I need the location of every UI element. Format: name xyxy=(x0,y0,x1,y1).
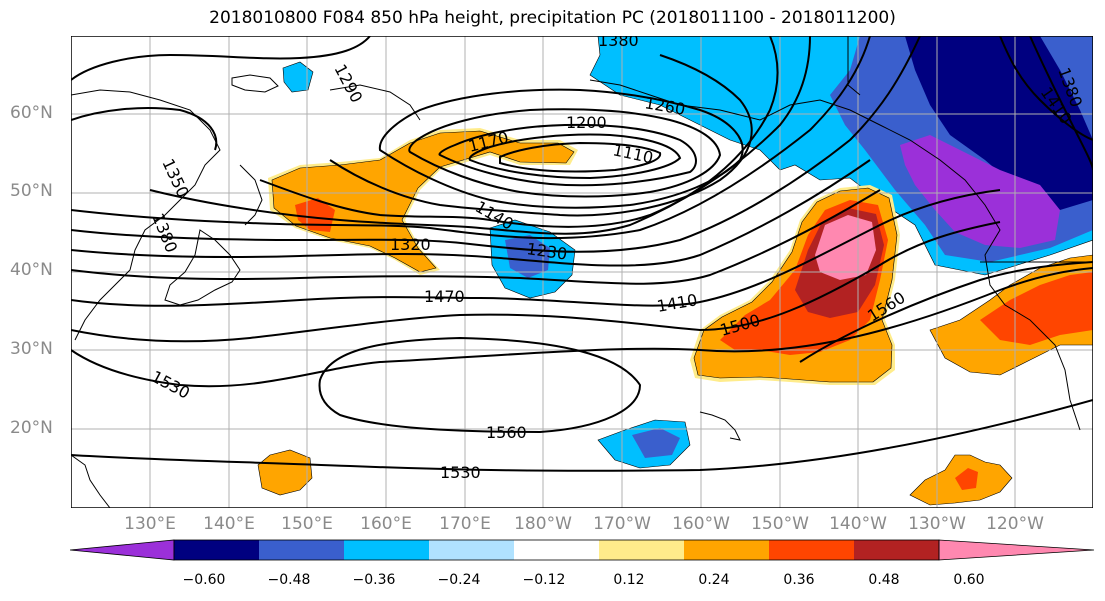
colorbar-swatch-blue xyxy=(259,540,344,560)
map-title: 2018010800 F084 850 hPa height, precipit… xyxy=(209,8,896,28)
coastlines xyxy=(71,36,1093,508)
colorbar-swatch-yellow xyxy=(599,540,684,560)
contour-1110 xyxy=(499,141,662,173)
lon-label-150e: 150°E xyxy=(281,514,333,534)
shade-orange-hawaii xyxy=(257,449,313,496)
contour-west-cell-2 xyxy=(71,107,218,151)
colorbar-swatch-navy xyxy=(174,540,259,560)
lon-label-120w: 120°W xyxy=(986,514,1044,534)
colorbar-swatch-lightblue xyxy=(429,540,514,560)
contour-1530-south xyxy=(71,399,1093,472)
contour-1170 xyxy=(438,123,697,187)
contour-1560-east xyxy=(799,261,1093,363)
colorbar-tick: −0.12 xyxy=(522,572,566,588)
lat-label-40n: 40°N xyxy=(10,260,53,280)
contour-1200 xyxy=(408,108,722,198)
contour-label: 1470 xyxy=(424,287,465,306)
lon-label-170e: 170°E xyxy=(439,514,491,534)
lon-label-130w: 130°W xyxy=(908,514,966,534)
colorbar-tick: 0.12 xyxy=(613,572,645,588)
contour-1470 xyxy=(71,189,1001,307)
shade-cyan-small-west xyxy=(282,61,314,93)
shade-orange-west xyxy=(271,130,575,273)
lon-label-130e: 130°E xyxy=(124,514,176,534)
contour-1290 xyxy=(259,36,779,228)
colorbar-swatch-white xyxy=(514,540,599,560)
map-panel: 1290 1380 1260 1410 1380 1350 1380 1170 … xyxy=(71,36,1093,508)
shade-red-west xyxy=(295,198,335,232)
colorbar-tick: −0.24 xyxy=(437,572,481,588)
lat-label-30n: 30°N xyxy=(10,339,53,359)
contour-1440 xyxy=(71,189,881,285)
shade-purple-coast xyxy=(900,135,1060,248)
contour-1410-ne xyxy=(999,36,1093,141)
colorbar xyxy=(70,539,1095,561)
colorbar-tick: 0.24 xyxy=(698,572,730,588)
contour-1380-ne xyxy=(1029,36,1093,171)
contour-1320 xyxy=(149,36,811,235)
contour-1530-mid xyxy=(71,267,1093,388)
contour-1140 xyxy=(468,133,682,180)
lon-label-180w: 180°W xyxy=(514,514,572,534)
colorbar-tick: −0.60 xyxy=(182,572,226,588)
lon-label-140w: 140°W xyxy=(829,514,887,534)
shade-navy-northeast xyxy=(905,36,1093,210)
colorbar-frame xyxy=(173,539,940,561)
colorbar-tick: 0.60 xyxy=(953,572,985,588)
lat-label-50n: 50°N xyxy=(10,181,53,201)
lat-label-60n: 60°N xyxy=(10,103,53,123)
contour-1350 xyxy=(71,36,871,240)
colorbar-tick: 0.36 xyxy=(783,572,815,588)
contour-label: 1380 xyxy=(598,36,639,50)
height-contours xyxy=(71,36,1093,472)
contour-1500 xyxy=(71,221,1001,343)
colorbar-swatch-cyan xyxy=(344,540,429,560)
lon-label-150w: 150°W xyxy=(751,514,809,534)
lat-label-20n: 20°N xyxy=(10,418,53,438)
contour-label: 1320 xyxy=(390,235,431,254)
colorbar-extend-high xyxy=(938,539,1095,561)
contour-1260 xyxy=(329,54,753,217)
colorbar-swatch-darkred xyxy=(854,540,939,560)
shade-red-southeast xyxy=(980,272,1093,345)
colorbar-tick: −0.48 xyxy=(267,572,311,588)
shade-blue-south xyxy=(632,428,680,458)
precip-shading xyxy=(257,36,1093,506)
lon-label-170w: 170°W xyxy=(593,514,651,534)
lon-label-160w: 160°W xyxy=(672,514,730,534)
contour-1410 xyxy=(71,159,871,267)
colorbar-tick: 0.48 xyxy=(868,572,900,588)
contour-west-cell xyxy=(71,36,371,81)
contour-1380 xyxy=(71,36,921,253)
contour-label: 1200 xyxy=(566,113,607,132)
contour-1230 xyxy=(378,88,744,209)
shade-red-farsouth xyxy=(955,468,978,490)
colorbar-tick: −0.36 xyxy=(352,572,396,588)
colorbar-swatch-orange xyxy=(684,540,769,560)
shade-blue-mid xyxy=(505,235,550,278)
colorbar-swatch-red xyxy=(769,540,854,560)
contour-1560-high xyxy=(318,336,642,434)
shade-pink-east xyxy=(815,215,876,280)
contour-label: 1560 xyxy=(486,423,527,442)
colorbar-extend-low xyxy=(70,539,175,561)
contour-label: 1530 xyxy=(440,463,481,482)
lon-label-160e: 160°E xyxy=(360,514,412,534)
lon-label-140e: 140°E xyxy=(203,514,255,534)
